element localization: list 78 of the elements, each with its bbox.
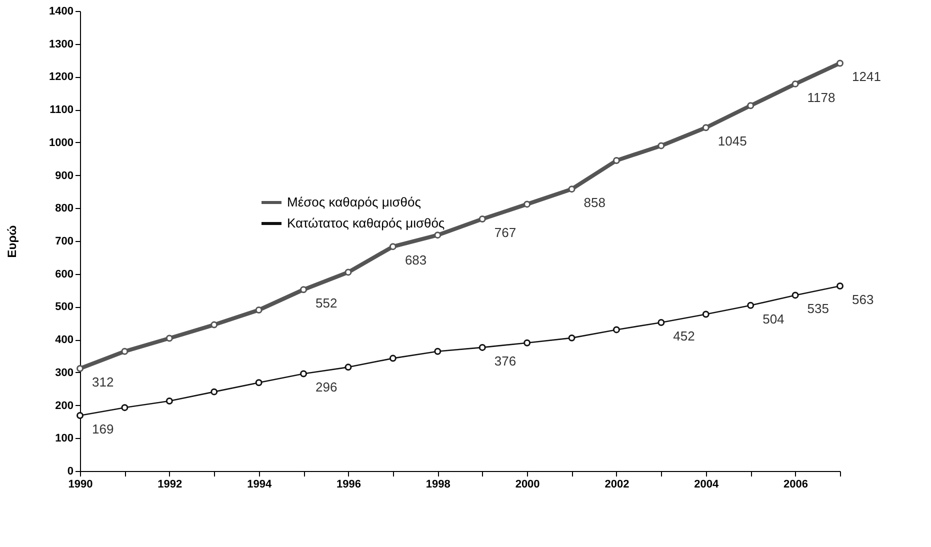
x-tick-label: 2006 (784, 478, 808, 490)
point (255, 379, 262, 386)
data-label: 858 (584, 195, 606, 210)
data-label: 767 (494, 224, 516, 240)
legend-label: Κατώτατος καθαρός μισθός (287, 216, 445, 230)
x-tick-label: 2002 (604, 478, 630, 490)
point (747, 302, 754, 309)
x-tick-label: 1998 (426, 478, 450, 490)
x-tick-label: 1994 (247, 478, 272, 490)
x-tick-label: 1992 (158, 478, 182, 490)
data-label: 535 (807, 301, 829, 316)
y-axis-title: Ευρώ (5, 225, 20, 258)
point (478, 216, 486, 222)
data-label: 504 (762, 311, 784, 326)
x-tick-label: 2000 (515, 478, 540, 490)
point (524, 200, 531, 208)
data-label: 563 (852, 292, 874, 308)
point (255, 306, 262, 314)
point (210, 321, 218, 328)
y-tick-label: 800 (55, 202, 74, 215)
point (612, 157, 620, 164)
data-label: 552 (316, 296, 338, 311)
data-label: 452 (673, 328, 695, 344)
point (300, 370, 308, 378)
point (478, 344, 486, 351)
data-label: 296 (316, 380, 338, 395)
point (658, 142, 665, 150)
y-tick-label: 900 (55, 170, 74, 182)
point (76, 412, 84, 419)
point (389, 243, 396, 250)
point (568, 334, 576, 342)
y-tick-label: 300 (55, 366, 74, 379)
y-tick-label: 200 (55, 400, 74, 412)
point (76, 365, 84, 372)
x-tick-label: 1990 (68, 478, 93, 490)
point (612, 326, 620, 334)
point (121, 348, 128, 355)
point (836, 60, 844, 67)
data-label: 1241 (852, 69, 881, 84)
y-tick-label: 700 (55, 236, 74, 248)
point (389, 354, 396, 362)
x-tick-label: 2004 (694, 478, 720, 490)
y-tick-label: 0 (67, 466, 74, 478)
point (658, 319, 665, 326)
point (344, 268, 352, 276)
point (434, 232, 442, 239)
y-tick-label: 1300 (49, 38, 74, 50)
y-tick-label: 1200 (49, 71, 74, 84)
point (344, 364, 352, 371)
point (792, 292, 799, 299)
point (210, 388, 218, 396)
data-label: 1178 (807, 90, 836, 105)
point (524, 339, 531, 346)
data-label: 683 (404, 252, 427, 268)
y-tick-label: 1400 (49, 6, 74, 18)
legend-label: Μέσος καθαρός μισθός (287, 194, 421, 210)
point (702, 310, 710, 318)
point (166, 334, 173, 342)
point (166, 398, 173, 404)
data-label: 312 (92, 374, 114, 390)
y-tick-label: 600 (55, 268, 74, 280)
point (568, 186, 576, 193)
point (747, 102, 754, 110)
point (434, 348, 442, 355)
y-tick-label: 400 (55, 334, 74, 346)
data-label: 1045 (718, 134, 747, 149)
x-tick-label: 1996 (336, 478, 361, 490)
y-tick-label: 500 (55, 301, 74, 314)
point (300, 286, 308, 294)
point (836, 282, 844, 290)
point (792, 80, 799, 88)
data-label: 169 (92, 421, 114, 436)
point (702, 124, 710, 132)
y-tick-label: 1000 (49, 136, 74, 149)
y-tick-label: 100 (55, 432, 74, 445)
point (121, 404, 128, 412)
y-tick-label: 1100 (50, 104, 74, 116)
data-label: 376 (494, 353, 516, 368)
